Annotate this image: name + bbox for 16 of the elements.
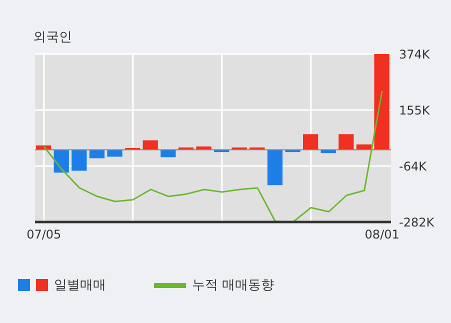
y-tick-label: 374K <box>399 47 431 62</box>
x-tick-label: 07/05 <box>26 228 62 242</box>
y-tick-label: -282K <box>399 215 436 230</box>
chart-title: 외국인 <box>33 29 72 46</box>
bar <box>303 134 318 150</box>
legend-label: 누적 매매동향 <box>192 277 274 294</box>
bar <box>374 54 390 150</box>
bar <box>142 140 158 150</box>
line-series <box>43 90 383 222</box>
y-tick-label: -64K <box>399 159 428 174</box>
bar <box>267 150 283 186</box>
y-tick-label: 155K <box>399 103 431 118</box>
x-tick-label: 08/01 <box>364 228 400 242</box>
bar <box>72 150 87 171</box>
bar <box>338 134 354 150</box>
legend-label: 일별매매 <box>54 277 106 294</box>
